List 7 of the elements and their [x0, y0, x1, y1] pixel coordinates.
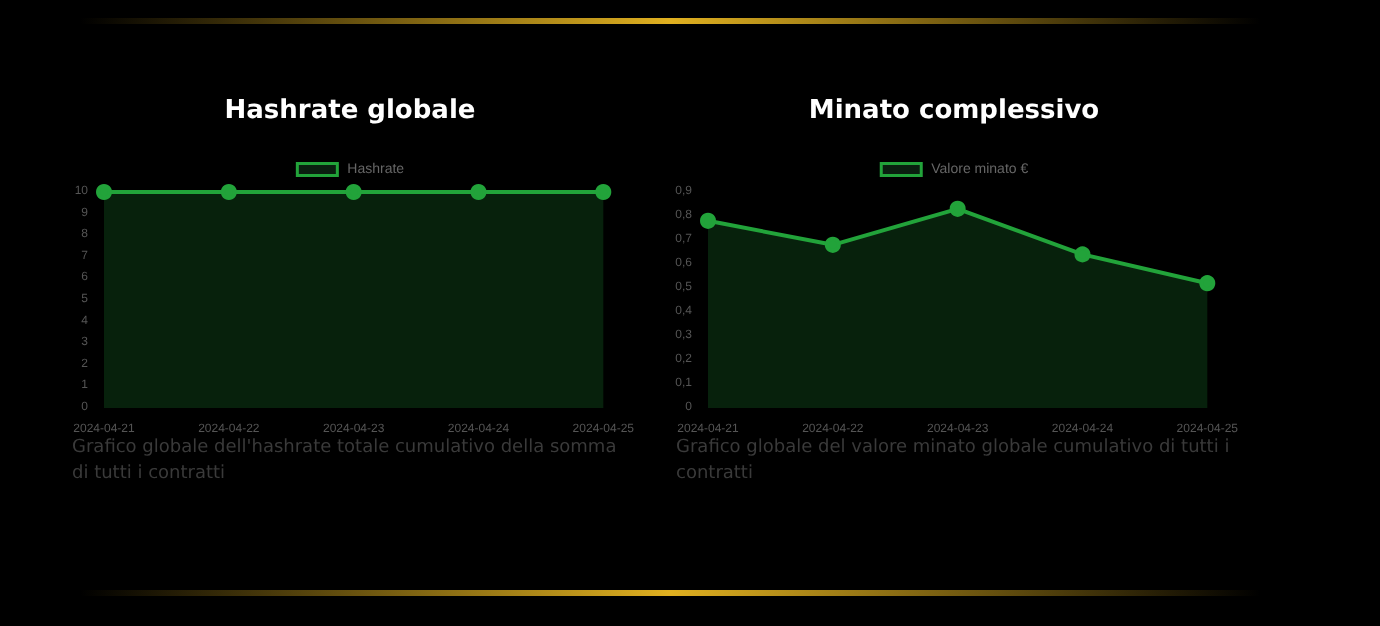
point — [949, 200, 966, 217]
point — [1074, 246, 1091, 263]
chart-title: Minato complessivo — [808, 96, 1100, 126]
chart-title: Hashrate globale — [224, 96, 476, 126]
point — [700, 212, 716, 229]
point — [1199, 275, 1216, 292]
point — [824, 236, 841, 253]
